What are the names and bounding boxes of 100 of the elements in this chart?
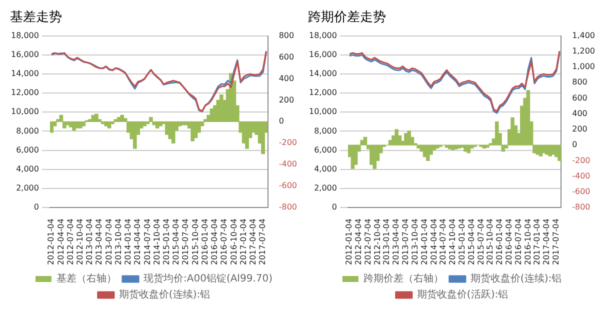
x-tick-label: 2014-01-04 bbox=[420, 218, 429, 266]
bar bbox=[171, 121, 176, 144]
x-tick-label: 2013-04-04 bbox=[392, 218, 401, 266]
bar bbox=[548, 144, 552, 156]
bar bbox=[148, 117, 153, 122]
bar bbox=[190, 121, 194, 142]
bar bbox=[158, 121, 162, 126]
bar bbox=[72, 121, 76, 131]
x-tick-label: 2015-10-04 bbox=[486, 218, 495, 266]
chart-title: 基差走势 bbox=[9, 9, 63, 27]
legend-label: 期货收盘价(活跃):铝 bbox=[416, 288, 508, 301]
y-tick-label: 4,000 bbox=[314, 164, 337, 174]
x-tick-label: 2014-07-04 bbox=[142, 218, 152, 266]
y-tick-label: 10,000 bbox=[10, 107, 39, 116]
y2-tick-label: 400 bbox=[278, 74, 294, 83]
x-tick-label: 2012-01-04 bbox=[344, 218, 354, 266]
x-tick-label: 2017-07-04 bbox=[258, 218, 268, 266]
x-tick-label: 2017-07-04 bbox=[551, 218, 560, 266]
x-tick-label: 2016-01-04 bbox=[200, 218, 210, 266]
bar bbox=[536, 144, 540, 155]
x-tick-label: 2012-10-04 bbox=[372, 218, 382, 266]
x-tick-label: 2015-04-04 bbox=[172, 218, 181, 266]
y2-tick-label: -400 bbox=[572, 171, 590, 180]
x-tick-label: 2012-04-04 bbox=[56, 218, 66, 266]
x-tick-label: 2017-04-04 bbox=[248, 218, 258, 266]
y-tick-label: 16,000 bbox=[308, 50, 337, 59]
y-tick-label: 2,000 bbox=[314, 184, 337, 193]
y-tick-label: 18,000 bbox=[308, 30, 337, 40]
x-tick-label: 2016-10-04 bbox=[523, 218, 532, 266]
legend-label: 现货均价:A00铝锭(Al99.70) bbox=[144, 272, 273, 285]
y2-tick-label: 400 bbox=[572, 108, 588, 118]
bar bbox=[120, 114, 124, 122]
x-tick-label: 2016-01-04 bbox=[495, 218, 504, 266]
x-tick-label: 2017-04-04 bbox=[542, 218, 552, 266]
x-tick-label: 2013-10-04 bbox=[114, 218, 123, 266]
x-tick-label: 2014-07-04 bbox=[438, 218, 448, 266]
legend-label: 基差（右轴） bbox=[56, 272, 117, 285]
x-tick-label: 2014-04-04 bbox=[429, 218, 438, 266]
y2-tick-label: -800 bbox=[278, 202, 297, 212]
y2-tick-label: -600 bbox=[572, 186, 590, 196]
bar bbox=[486, 144, 490, 148]
x-tick-label: 2014-04-04 bbox=[133, 218, 142, 266]
bar bbox=[245, 121, 249, 149]
x-tick-label: 2016-04-04 bbox=[210, 218, 220, 266]
x-tick-label: 2017-01-04 bbox=[238, 218, 248, 266]
bar bbox=[82, 121, 86, 126]
chart-title: 跨期价差走势 bbox=[307, 9, 387, 27]
y-tick-label: 2,000 bbox=[16, 184, 39, 193]
legend-label: 期货收盘价(连续):铝 bbox=[470, 272, 562, 285]
bar bbox=[464, 144, 468, 152]
x-tick-label: 2015-01-04 bbox=[162, 218, 172, 266]
x-tick-label: 2015-04-04 bbox=[466, 218, 476, 266]
y2-tick-label: 600 bbox=[278, 52, 294, 62]
x-tick-label: 2014-10-04 bbox=[448, 218, 458, 266]
x-tick-label: 2015-01-04 bbox=[457, 218, 466, 266]
bar bbox=[114, 119, 118, 122]
x-tick-label: 2016-07-04 bbox=[220, 218, 229, 266]
y-tick-label: 14,000 bbox=[308, 69, 337, 78]
y2-tick-label: 1,000 bbox=[572, 62, 596, 72]
y-tick-label: 4,000 bbox=[16, 164, 39, 174]
y2-tick-label: 200 bbox=[278, 95, 294, 104]
y-tick-label: 12,000 bbox=[308, 88, 337, 98]
x-tick-label: 2016-07-04 bbox=[514, 218, 523, 266]
x-tick-label: 2013-07-04 bbox=[401, 218, 410, 266]
legend-label: 期货收盘价(连续):铝 bbox=[118, 288, 210, 301]
x-tick-label: 2012-01-04 bbox=[46, 218, 56, 266]
y2-tick-label: -800 bbox=[572, 202, 590, 212]
y2-tick-label: 1,200 bbox=[572, 46, 596, 56]
x-tick-label: 2013-01-04 bbox=[382, 218, 392, 266]
x-tick-label: 2015-10-04 bbox=[190, 218, 200, 266]
bar bbox=[510, 117, 514, 146]
bar bbox=[88, 119, 92, 122]
y-tick-label: 12,000 bbox=[10, 88, 39, 98]
y-tick-label: 10,000 bbox=[308, 107, 337, 116]
y-tick-label: 6,000 bbox=[16, 145, 39, 154]
y-tick-label: 18,000 bbox=[10, 30, 39, 40]
bar bbox=[407, 130, 411, 146]
x-tick-label: 2013-04-04 bbox=[94, 218, 104, 266]
y-tick-label: 8,000 bbox=[16, 126, 39, 136]
x-tick-label: 2014-10-04 bbox=[152, 218, 162, 266]
bar bbox=[558, 144, 562, 162]
x-tick-label: 2014-01-04 bbox=[124, 218, 133, 266]
bar bbox=[132, 121, 137, 149]
y-tick-label: 8,000 bbox=[314, 126, 337, 136]
y-tick-label: 16,000 bbox=[10, 50, 39, 59]
x-tick-label: 2016-10-04 bbox=[229, 218, 238, 266]
y2-tick-label: -200 bbox=[278, 138, 297, 148]
y-tick-label: 0 bbox=[332, 202, 337, 212]
y2-tick-label: 0 bbox=[572, 140, 578, 150]
bar bbox=[94, 114, 98, 122]
y2-tick-label: 800 bbox=[278, 30, 294, 40]
y-tick-label: 6,000 bbox=[314, 145, 337, 154]
y2-tick-label: -600 bbox=[278, 181, 297, 190]
y2-tick-label: 0 bbox=[278, 116, 284, 126]
x-tick-label: 2015-07-04 bbox=[181, 218, 190, 266]
y2-tick-label: 600 bbox=[572, 93, 588, 102]
bar bbox=[261, 121, 265, 154]
legend-label: 跨期价差（右轴） bbox=[363, 272, 444, 285]
x-tick-label: 2013-07-04 bbox=[104, 218, 114, 266]
bar bbox=[372, 144, 377, 169]
